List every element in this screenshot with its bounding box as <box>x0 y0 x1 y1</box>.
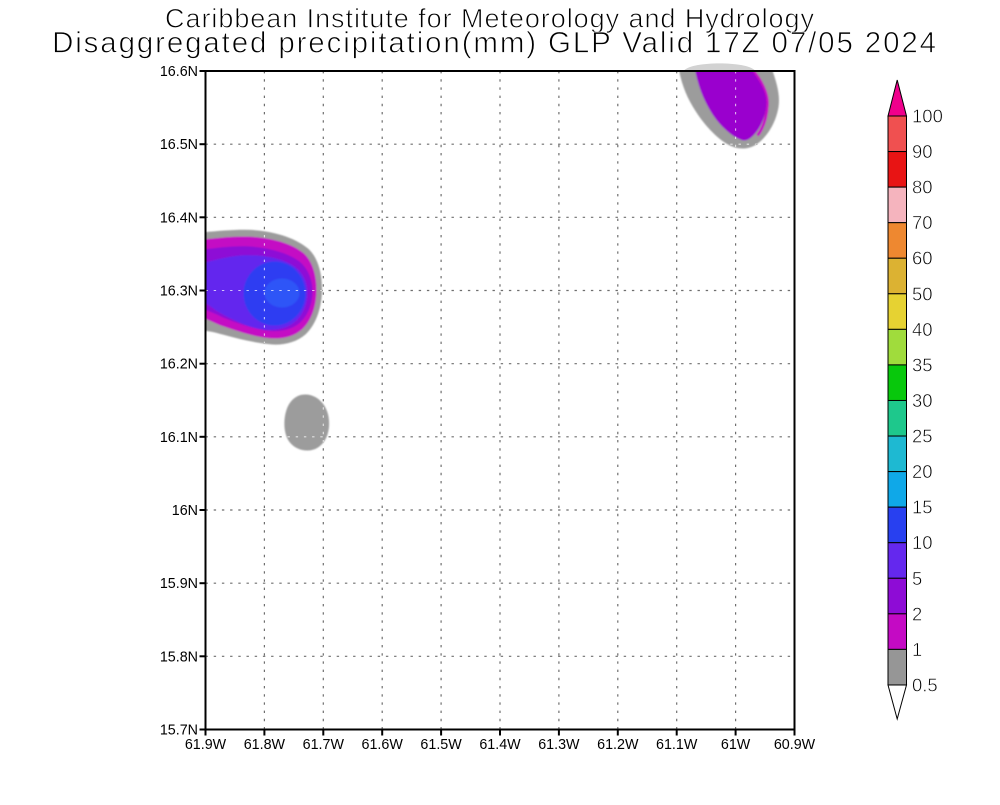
svg-text:60: 60 <box>912 248 933 269</box>
svg-text:40: 40 <box>912 319 933 340</box>
svg-text:Disaggregated precipitation(mm: Disaggregated precipitation(mm) GLP Vali… <box>52 27 938 60</box>
svg-text:15.9N: 15.9N <box>160 576 198 592</box>
svg-text:Caribbean Institute for Meteor: Caribbean Institute for Meteorology and … <box>165 4 815 34</box>
svg-text:30: 30 <box>912 390 933 411</box>
svg-text:15.7N: 15.7N <box>160 723 198 739</box>
svg-text:61W: 61W <box>721 737 751 753</box>
svg-text:61.2W: 61.2W <box>597 737 639 753</box>
svg-text:61.4W: 61.4W <box>479 737 521 753</box>
svg-text:15.8N: 15.8N <box>160 649 198 665</box>
svg-text:1: 1 <box>912 639 922 660</box>
svg-text:5: 5 <box>912 568 922 589</box>
svg-text:61.1W: 61.1W <box>656 737 698 753</box>
svg-text:80: 80 <box>912 177 933 198</box>
svg-text:61.8W: 61.8W <box>244 737 286 753</box>
svg-text:0.5: 0.5 <box>912 675 938 696</box>
svg-text:61.6W: 61.6W <box>362 737 404 753</box>
svg-text:2: 2 <box>912 603 922 624</box>
svg-text:16.4N: 16.4N <box>160 210 198 226</box>
svg-text:60.9W: 60.9W <box>774 737 816 753</box>
svg-text:16.5N: 16.5N <box>160 137 198 153</box>
svg-text:16.2N: 16.2N <box>160 357 198 373</box>
svg-text:16.6N: 16.6N <box>160 64 198 80</box>
svg-text:90: 90 <box>912 141 933 162</box>
svg-text:35: 35 <box>912 354 933 375</box>
svg-text:25: 25 <box>912 426 933 447</box>
svg-text:50: 50 <box>912 283 933 304</box>
svg-text:20: 20 <box>912 461 933 482</box>
svg-text:15: 15 <box>912 497 933 518</box>
svg-text:61.7W: 61.7W <box>303 737 345 753</box>
svg-text:16N: 16N <box>172 503 198 519</box>
svg-text:61.5W: 61.5W <box>420 737 462 753</box>
svg-text:10: 10 <box>912 532 933 553</box>
svg-text:70: 70 <box>912 212 933 233</box>
svg-text:100: 100 <box>912 106 943 127</box>
svg-text:61.9W: 61.9W <box>185 737 227 753</box>
svg-text:16.3N: 16.3N <box>160 284 198 300</box>
svg-text:61.3W: 61.3W <box>538 737 580 753</box>
svg-text:16.1N: 16.1N <box>160 430 198 446</box>
